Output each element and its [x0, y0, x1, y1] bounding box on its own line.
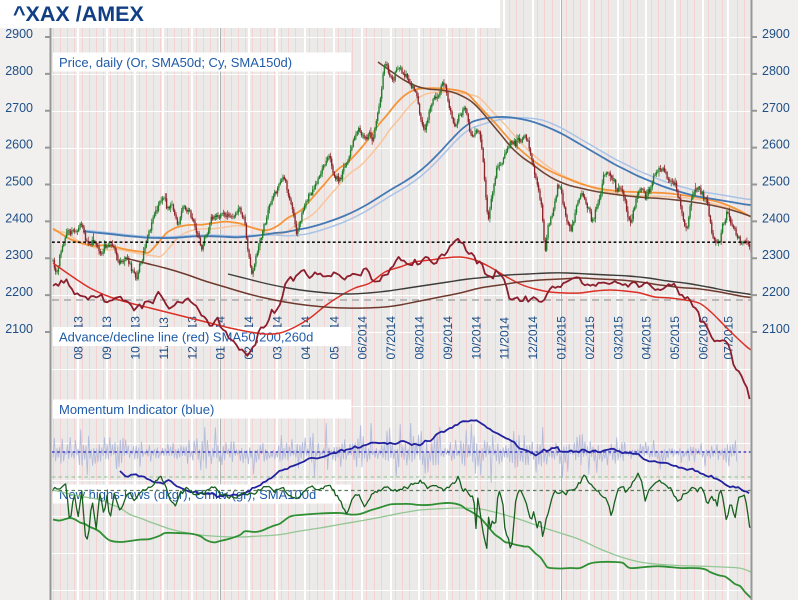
svg-text:New highs-lows (dkgr), Cmltv (: New highs-lows (dkgr), Cmltv (gr), SMA10… — [59, 487, 316, 502]
svg-text:^XAX /AMEX: ^XAX /AMEX — [13, 2, 144, 26]
svg-text:2700: 2700 — [762, 101, 790, 115]
svg-text:2900: 2900 — [5, 27, 33, 41]
svg-text:04/2015: 04/2015 — [640, 316, 654, 360]
svg-text:10/2014: 10/2014 — [469, 316, 483, 360]
svg-text:2300: 2300 — [762, 248, 790, 262]
svg-text:01/2015: 01/2015 — [555, 316, 569, 360]
svg-text:09/2014: 09/2014 — [441, 316, 455, 360]
svg-text:12/2014: 12/2014 — [526, 316, 540, 360]
svg-text:Price, daily (Or, SMA50d; Cy,: Price, daily (Or, SMA50d; Cy, SMA150d) — [59, 55, 292, 70]
svg-text:2300: 2300 — [5, 248, 33, 262]
svg-text:2500: 2500 — [5, 175, 33, 189]
svg-text:2600: 2600 — [762, 138, 790, 152]
svg-text:2600: 2600 — [5, 138, 33, 152]
svg-text:2800: 2800 — [762, 64, 790, 78]
svg-text:2400: 2400 — [5, 211, 33, 225]
svg-text:2100: 2100 — [762, 322, 790, 336]
svg-text:08/2014: 08/2014 — [413, 316, 427, 360]
svg-text:2800: 2800 — [5, 64, 33, 78]
svg-text:2100: 2100 — [5, 322, 33, 336]
svg-text:07/2014: 07/2014 — [384, 316, 398, 360]
svg-text:2200: 2200 — [762, 285, 790, 299]
svg-text:07/2015: 07/2015 — [722, 316, 736, 360]
svg-text:02/2015: 02/2015 — [583, 316, 597, 360]
svg-text:2700: 2700 — [5, 101, 33, 115]
svg-text:2400: 2400 — [762, 211, 790, 225]
svg-text:Momentum Indicator (blue): Momentum Indicator (blue) — [59, 402, 214, 417]
svg-text:11/2014: 11/2014 — [498, 317, 512, 360]
svg-text:2900: 2900 — [762, 27, 790, 41]
svg-text:06/2014: 06/2014 — [356, 316, 370, 360]
svg-text:2200: 2200 — [5, 285, 33, 299]
svg-text:05/2015: 05/2015 — [668, 316, 682, 360]
svg-text:2500: 2500 — [762, 175, 790, 189]
svg-text:03/2015: 03/2015 — [611, 316, 625, 360]
svg-text:Advance/decline line (red) SMA: Advance/decline line (red) SMA50,200,260… — [59, 330, 313, 345]
